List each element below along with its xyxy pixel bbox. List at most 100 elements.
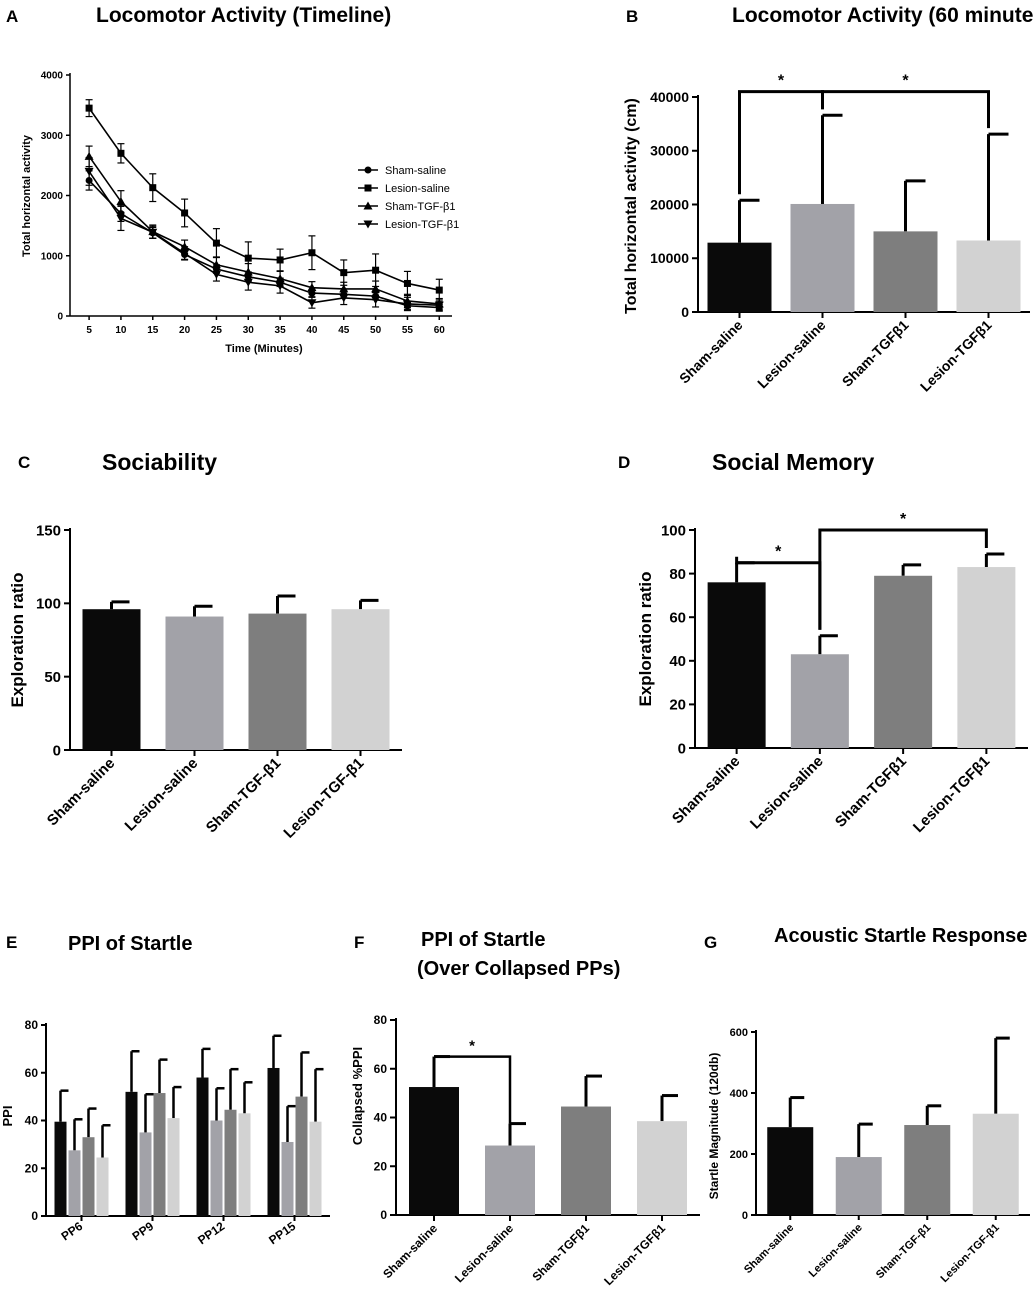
series-line-sham-saline <box>88 179 440 309</box>
panel-a: A Locomotor Activity (Timeline) Time (Mi… <box>6 4 459 355</box>
panel-f-ylabel: Collapsed %PPI <box>350 1047 365 1145</box>
bar-sham-saline <box>82 609 141 750</box>
y-tick-label: 20000 <box>650 196 689 212</box>
bar-pp9-lesion-saline <box>139 1132 152 1216</box>
bar-pp12-sham-saline <box>196 1077 209 1216</box>
x-tick-label-sham-tgf-b1: Sham-TGF-β1 <box>203 755 285 837</box>
bar-lesion-tgfb1 <box>637 1121 687 1215</box>
y-tick-label: 600 <box>730 1027 748 1039</box>
y-tick-label: 60 <box>374 1062 388 1076</box>
y-tick-label: 1000 <box>41 251 64 262</box>
panel-a-plot: 0 1000 2000 3000 4000 5 10 15 20 25 30 35 40 45 50 55 60 <box>41 71 452 336</box>
data-point <box>435 286 443 294</box>
bar-lesion-tgf-b1 <box>331 609 390 750</box>
y-tick-label: 50 <box>44 669 61 686</box>
series-line-lesion-tgf-b1 <box>88 170 440 306</box>
x-tick-label-lesion-tgfb1: Lesion-TGFβ1 <box>910 753 993 836</box>
panel-g-ylabel: Startle Magnitude (120db) <box>707 1053 721 1200</box>
x-tick-label-lesion-saline: Lesion-saline <box>807 1222 865 1280</box>
data-point <box>339 294 349 303</box>
legend-marker-triangle-up <box>363 201 373 210</box>
panel-e-ylabel: PPI <box>0 1106 15 1127</box>
data-point <box>85 104 93 112</box>
panel-a-legend: Sham-saline Lesion-saline Sham-TGF-β1 Le… <box>358 165 459 231</box>
bar-lesion-saline <box>790 203 855 312</box>
x-tick-label: 55 <box>402 325 414 336</box>
significance-star: * <box>900 511 907 528</box>
x-tick-label-pp12: PP12 <box>195 1219 227 1247</box>
panel-g-title: Acoustic Startle Response <box>774 925 1027 947</box>
y-tick-label: 10000 <box>650 250 689 266</box>
x-tick-label-sham-tgfb1: Sham-TGFβ1 <box>839 317 912 390</box>
y-tick-label: 0 <box>742 1210 748 1222</box>
panel-d: D Social Memory Exploration ratio 0 20 40 6… <box>618 449 1028 836</box>
y-tick-label: 0 <box>31 1209 38 1223</box>
y-tick-label: 40 <box>374 1111 388 1125</box>
legend-item-sham-saline: Sham-saline <box>358 165 446 177</box>
panel-letter-e: E <box>6 933 17 952</box>
bar-lesion-saline <box>835 1157 882 1215</box>
x-tick-label: 60 <box>434 325 446 336</box>
legend-label-lesion-tgf: Lesion-TGF-β1 <box>385 219 459 231</box>
bar-lesion-saline <box>790 654 849 748</box>
x-tick-label-pp15: PP15 <box>266 1219 298 1247</box>
panel-b-plot: 0 10000 20000 30000 40000 Sham-saline Lesion-s… <box>650 73 1030 395</box>
data-point <box>308 249 316 257</box>
y-tick-label: 40 <box>25 1114 39 1128</box>
bar-lesion-tgfb1 <box>956 240 1021 312</box>
bar-pp12-sham-tgf-b1 <box>224 1109 237 1216</box>
bar-sham-tgfb1 <box>873 231 938 312</box>
x-tick-label: 45 <box>338 325 350 336</box>
panel-d-plot: 0 20 40 60 80 100 Sham-saline Lesion-saline Sham… <box>661 511 1028 836</box>
panel-letter-c: C <box>18 453 30 472</box>
data-point <box>434 301 444 310</box>
panel-g-plot: 0 200 400 600 Sham-saline Lesion-saline Sham-T… <box>730 1027 1030 1285</box>
legend-label-sham-saline: Sham-saline <box>385 165 446 177</box>
panel-letter-f: F <box>354 933 364 952</box>
series-lesion-saline <box>85 99 443 302</box>
x-tick-label-lesion-tgfb1: Lesion-TGFβ1 <box>917 317 995 395</box>
y-tick-label: 100 <box>661 522 686 539</box>
series-line-sham-tgf-b1 <box>88 155 440 305</box>
significance-star: * <box>469 1038 475 1055</box>
bar-pp6-sham-tgf-b1 <box>82 1137 95 1216</box>
x-tick-label: 15 <box>147 325 159 336</box>
series-lesion-tgf-b1 <box>84 156 444 312</box>
y-tick-label: 20 <box>374 1159 388 1173</box>
data-point <box>307 299 317 308</box>
panel-c-ylabel: Exploration ratio <box>8 572 27 707</box>
y-tick-label: 4000 <box>41 71 64 82</box>
panel-e: E PPI of Startle PPI 0 20 40 60 80 PP6 PP9 PP12… <box>0 933 330 1247</box>
y-tick-label: 0 <box>681 304 689 320</box>
data-point <box>244 254 252 262</box>
bar-sham-saline <box>707 242 772 312</box>
bar-pp15-sham-tgf-b1 <box>295 1096 308 1216</box>
data-point <box>116 197 126 206</box>
y-tick-label: 100 <box>36 596 61 613</box>
panel-e-plot: 0 20 40 60 80 PP6 PP9 PP12 PP15 <box>25 1018 330 1247</box>
x-tick-label-sham-tgf-b1: Sham-TGF-β1 <box>874 1222 933 1281</box>
legend-item-lesion-saline: Lesion-saline <box>358 183 450 195</box>
data-point <box>275 282 285 291</box>
x-tick-label: 30 <box>243 325 255 336</box>
data-point <box>148 228 158 237</box>
x-tick-label-lesion-saline: Lesion-saline <box>452 1221 516 1285</box>
data-point <box>243 278 253 287</box>
y-tick-label: 80 <box>25 1018 39 1032</box>
data-point <box>276 256 284 264</box>
significance-bracket <box>821 90 990 129</box>
bar-sham-saline <box>409 1087 459 1215</box>
bar-sham-saline <box>767 1127 814 1215</box>
bar-lesion-saline <box>485 1145 535 1215</box>
panel-f-title-line2: (Over Collapsed PPs) <box>417 958 620 980</box>
y-tick-label: 3000 <box>41 131 64 142</box>
x-tick-label-lesion-tgf-b1: Lesion-TGF-β1 <box>939 1222 1002 1285</box>
x-tick-label: 20 <box>179 325 191 336</box>
data-point <box>339 284 349 293</box>
legend-item-lesion-tgf: Lesion-TGF-β1 <box>358 219 459 231</box>
x-tick-label: 10 <box>115 325 127 336</box>
data-point <box>180 249 190 258</box>
panel-c-title: Sociability <box>102 449 217 475</box>
y-tick-label: 30000 <box>650 143 689 159</box>
x-tick-label: 35 <box>275 325 287 336</box>
